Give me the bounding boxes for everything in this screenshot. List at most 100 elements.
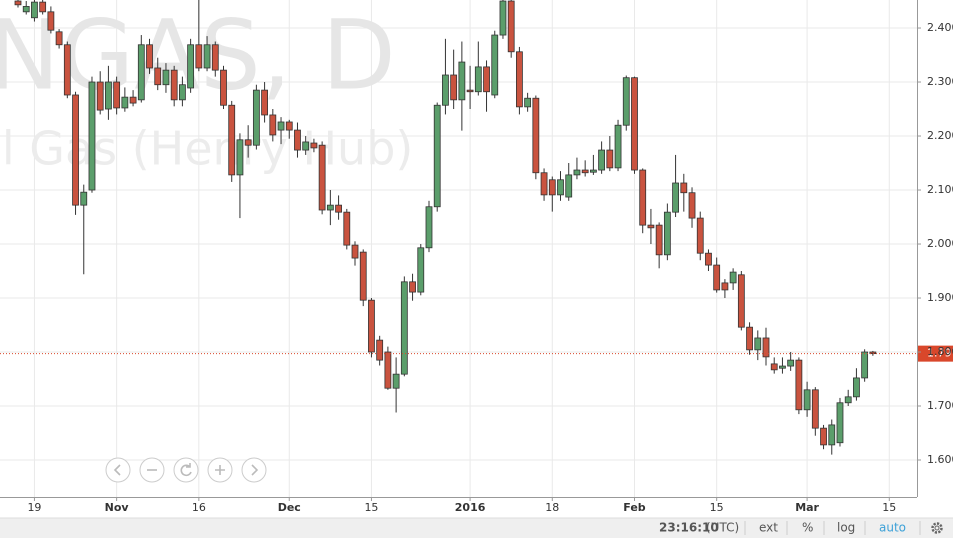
zoom-in-button[interactable] [207, 457, 233, 483]
reset-button[interactable] [173, 457, 199, 483]
y-tick-label: 2.100 [927, 183, 953, 196]
candle-body [705, 252, 712, 266]
y-tick-label: 2.000 [927, 237, 953, 250]
candle-body [105, 81, 112, 110]
candle-body [433, 104, 441, 208]
candle-body [129, 96, 137, 104]
y-tick-label: 1.600 [927, 453, 953, 466]
candle-body [244, 139, 252, 146]
candle-body [39, 1, 47, 13]
candle-body [811, 389, 819, 429]
candle-body [170, 69, 178, 101]
candle-body [310, 142, 318, 149]
candle-body [483, 66, 490, 93]
auto-toggle[interactable]: auto [879, 521, 906, 535]
candle-body [384, 351, 392, 389]
candle-body [113, 81, 121, 109]
x-tick-label: 15 [710, 501, 724, 514]
candle-body [853, 377, 860, 398]
candle-body [80, 191, 88, 206]
candle-body [688, 192, 696, 219]
candle-body [359, 251, 367, 301]
candle-body [302, 141, 310, 151]
candle-body [655, 224, 663, 256]
candle-body [252, 89, 260, 146]
status-bar [0, 518, 953, 538]
y-tick-label: 2.200 [927, 129, 953, 142]
candle-body [729, 271, 737, 284]
candle-body [828, 424, 836, 446]
candle-body [72, 94, 79, 206]
candle-body [762, 337, 770, 358]
candle-body [820, 427, 827, 446]
candle-body [795, 359, 803, 411]
candle-body [466, 89, 474, 93]
candle-body [146, 44, 153, 69]
candle-body [622, 77, 630, 126]
candle-body [335, 204, 342, 213]
candle-body [376, 339, 384, 361]
x-tick-label: Dec [278, 501, 301, 514]
settings-button[interactable] [931, 522, 943, 534]
candle-body [400, 281, 408, 375]
percent-toggle[interactable]: % [802, 521, 813, 535]
candle-body [351, 244, 359, 259]
candle-body [326, 204, 334, 211]
candle-body [277, 121, 285, 131]
candle-body [294, 129, 301, 151]
candle-body [22, 6, 30, 13]
x-tick-label: 16 [192, 501, 206, 514]
zoom-out-button[interactable] [139, 457, 165, 483]
candle-body [540, 172, 548, 196]
candle-body [606, 149, 614, 169]
candle-body [631, 77, 638, 171]
candle-body [178, 84, 186, 101]
scroll-right-button[interactable] [241, 457, 267, 483]
candle-body [696, 217, 704, 254]
ext-toggle[interactable]: ext [759, 521, 778, 535]
candle-body [779, 365, 786, 369]
candle-body [474, 66, 482, 93]
candle-body [803, 389, 811, 411]
candle-body [442, 74, 449, 106]
timezone: (UTC) [706, 521, 739, 535]
candle-body [516, 51, 523, 108]
y-tick-label: 1.700 [927, 399, 953, 412]
candle-body [770, 363, 778, 371]
candle-body [368, 299, 375, 353]
candle-body [532, 97, 540, 174]
candle-body [458, 61, 466, 101]
scroll-left-button[interactable] [105, 457, 131, 483]
x-tick-label: 15 [882, 501, 896, 514]
candle-body [211, 44, 219, 71]
candle-body [787, 359, 795, 367]
y-tick-label: 1.800 [927, 345, 953, 358]
candle-body [565, 174, 573, 198]
candle-body [409, 281, 416, 293]
candle-body [220, 69, 227, 106]
candle-body [491, 34, 499, 96]
candle-body [121, 96, 129, 109]
watermark-description: Natural Gas (Henry Hub) [0, 122, 413, 176]
candle-body [154, 67, 162, 86]
candle-body [137, 44, 145, 101]
candle-body [450, 74, 458, 101]
candle-body [647, 224, 655, 229]
zoom-controls [105, 457, 267, 483]
log-toggle[interactable]: log [837, 521, 855, 535]
candle-body [318, 144, 326, 211]
candle-body [869, 351, 877, 355]
candle-body [737, 274, 745, 328]
candle-body [417, 247, 425, 293]
candle-body [680, 182, 688, 194]
candle-body [31, 1, 38, 19]
candle-body [269, 114, 277, 136]
candle-body [425, 206, 433, 249]
candle-body [14, 0, 22, 6]
candle-body [598, 149, 606, 171]
y-tick-label: 2.300 [927, 75, 953, 88]
candle-body [573, 169, 581, 176]
x-tick-label: 18 [545, 501, 559, 514]
candles [14, 0, 877, 455]
